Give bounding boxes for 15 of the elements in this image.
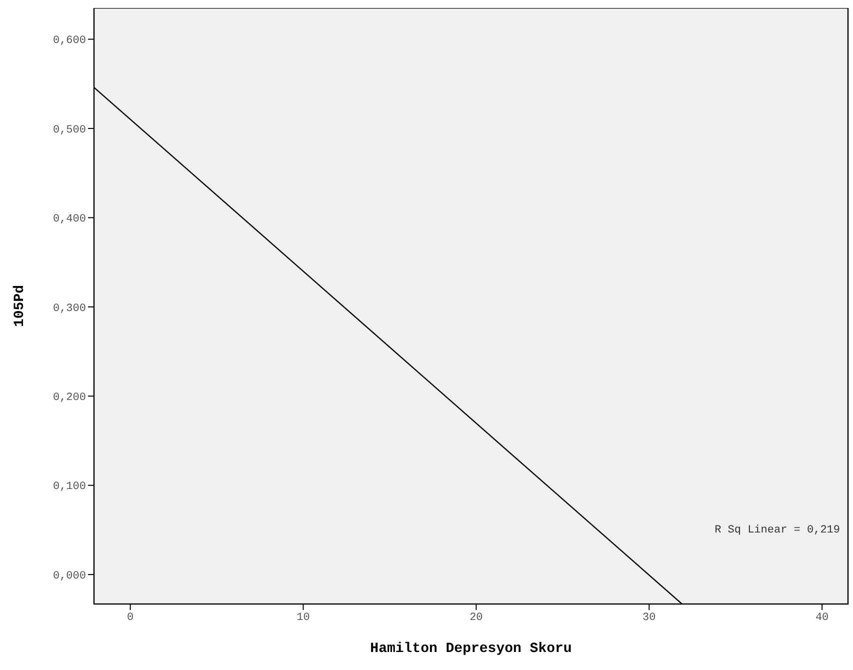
y-tick-label: 0,100 [52,481,86,494]
y-tick-label: 0,200 [52,392,86,404]
annotation: R Sq Linear = 0,219 [714,524,840,536]
x-tick-label: 20 [470,612,483,624]
y-tick-label: 0,300 [52,302,86,315]
x-tick-label: 40 [815,612,829,624]
x-tick-label: 10 [296,612,310,624]
x-tick-label: 0 [127,612,134,624]
y-axis-title: 105Pd [12,284,28,328]
y-tick-label: 0,600 [52,35,86,48]
y-tick-label: 0,400 [52,214,86,226]
x-tick-label: 30 [642,612,656,624]
y-tick-label: 0,000 [52,570,86,582]
x-axis-title: Hamilton Depresyon Skoru [370,641,572,657]
y-tick-label: 0,500 [52,124,86,136]
